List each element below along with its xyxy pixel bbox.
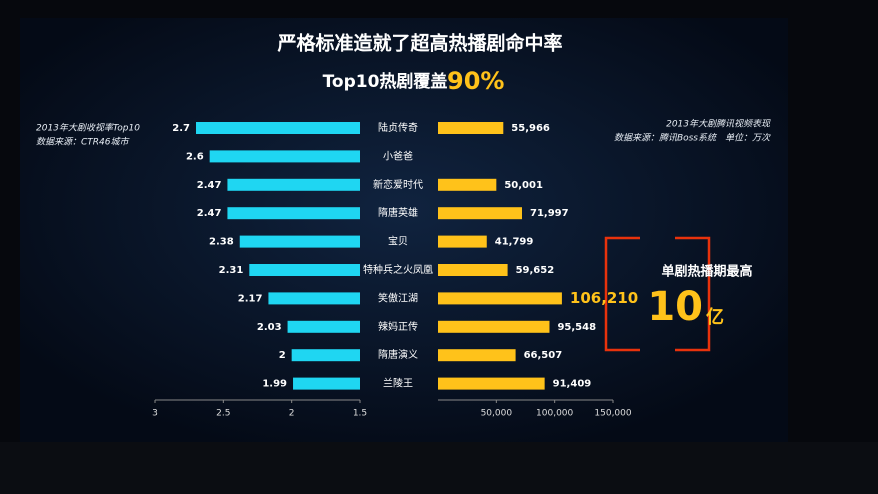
value-label: 2.6 [186, 151, 204, 162]
x-tick-label: 100,000 [536, 409, 573, 419]
right-chart-title: 2013年大剧腾讯视频表现 [666, 119, 771, 130]
callout [604, 236, 711, 352]
x-tick-label: 2 [289, 409, 295, 419]
bar [227, 207, 360, 220]
bar [291, 349, 360, 362]
category-label: 隋唐演义 [378, 348, 418, 361]
bar [293, 377, 360, 390]
category-label: 新恋爱时代 [373, 178, 423, 191]
value-label: 59,652 [516, 265, 555, 276]
category-label: 笑傲江湖 [378, 291, 418, 304]
bar [287, 320, 360, 333]
bar [438, 292, 562, 305]
bar [209, 150, 360, 163]
value-label: 2.47 [197, 180, 222, 191]
bar [438, 178, 497, 191]
x-tick-label: 50,000 [481, 409, 513, 419]
category-label: 宝贝 [388, 235, 408, 248]
callout-unit: 亿 [706, 306, 724, 328]
category-label: 小爸爸 [383, 149, 413, 162]
slide-subtitle: Top10热剧覆盖 [323, 71, 448, 92]
bar [196, 122, 360, 134]
category-label: 特种兵之火凤凰 [363, 263, 433, 276]
value-label: 95,548 [557, 322, 596, 333]
bar [438, 207, 522, 220]
value-label: 2.31 [219, 265, 244, 276]
category-label: 辣妈正传 [378, 320, 418, 333]
bar [227, 178, 360, 191]
left-chart-title: 2013年大剧收视率Top10 [36, 123, 140, 134]
value-label: 2.38 [209, 237, 234, 248]
bar [438, 122, 504, 134]
callout-number: 10 [647, 284, 703, 330]
bar [438, 377, 545, 390]
bar [438, 320, 550, 333]
category-label: 兰陵王 [383, 377, 413, 390]
callout-bracket [675, 236, 711, 352]
bar [249, 264, 360, 276]
value-label: 106,210 [570, 289, 638, 307]
value-label: 55,966 [511, 123, 550, 134]
category-label: 陆贞传奇 [378, 121, 418, 134]
category-label: 隋唐英雄 [378, 206, 418, 219]
x-tick-label: 3 [152, 409, 158, 419]
bar [239, 235, 360, 248]
callout-text: 单剧热播期最高 [661, 264, 752, 280]
value-label: 41,799 [495, 237, 534, 248]
value-label: 71,997 [530, 208, 569, 219]
bar [438, 235, 487, 248]
bar [438, 349, 516, 362]
value-label: 2.7 [172, 123, 190, 134]
value-label: 91,409 [553, 379, 592, 390]
x-tick-label: 150,000 [594, 409, 631, 419]
value-label: 50,001 [504, 180, 543, 191]
value-label: 66,507 [524, 350, 563, 361]
callout-bracket [604, 236, 640, 352]
slide-title: 严格标准造就了超高热播剧命中率 [277, 32, 562, 55]
stage-floor [0, 442, 878, 494]
screen [20, 18, 788, 442]
bar [268, 292, 360, 305]
x-tick-label: 1.5 [353, 409, 367, 419]
value-label: 2 [279, 350, 286, 361]
value-label: 2.17 [238, 293, 263, 304]
value-label: 2.03 [257, 322, 282, 333]
right-chart-source: 数据来源：腾讯Boss系统 单位：万次 [614, 133, 771, 144]
bar [438, 264, 508, 276]
left-chart-source: 数据来源：CTR46城市 [36, 137, 130, 148]
x-tick-label: 2.5 [216, 409, 230, 419]
slide-subtitle-highlight: 90% [447, 67, 504, 95]
value-label: 2.47 [197, 208, 222, 219]
value-label: 1.99 [262, 379, 287, 390]
